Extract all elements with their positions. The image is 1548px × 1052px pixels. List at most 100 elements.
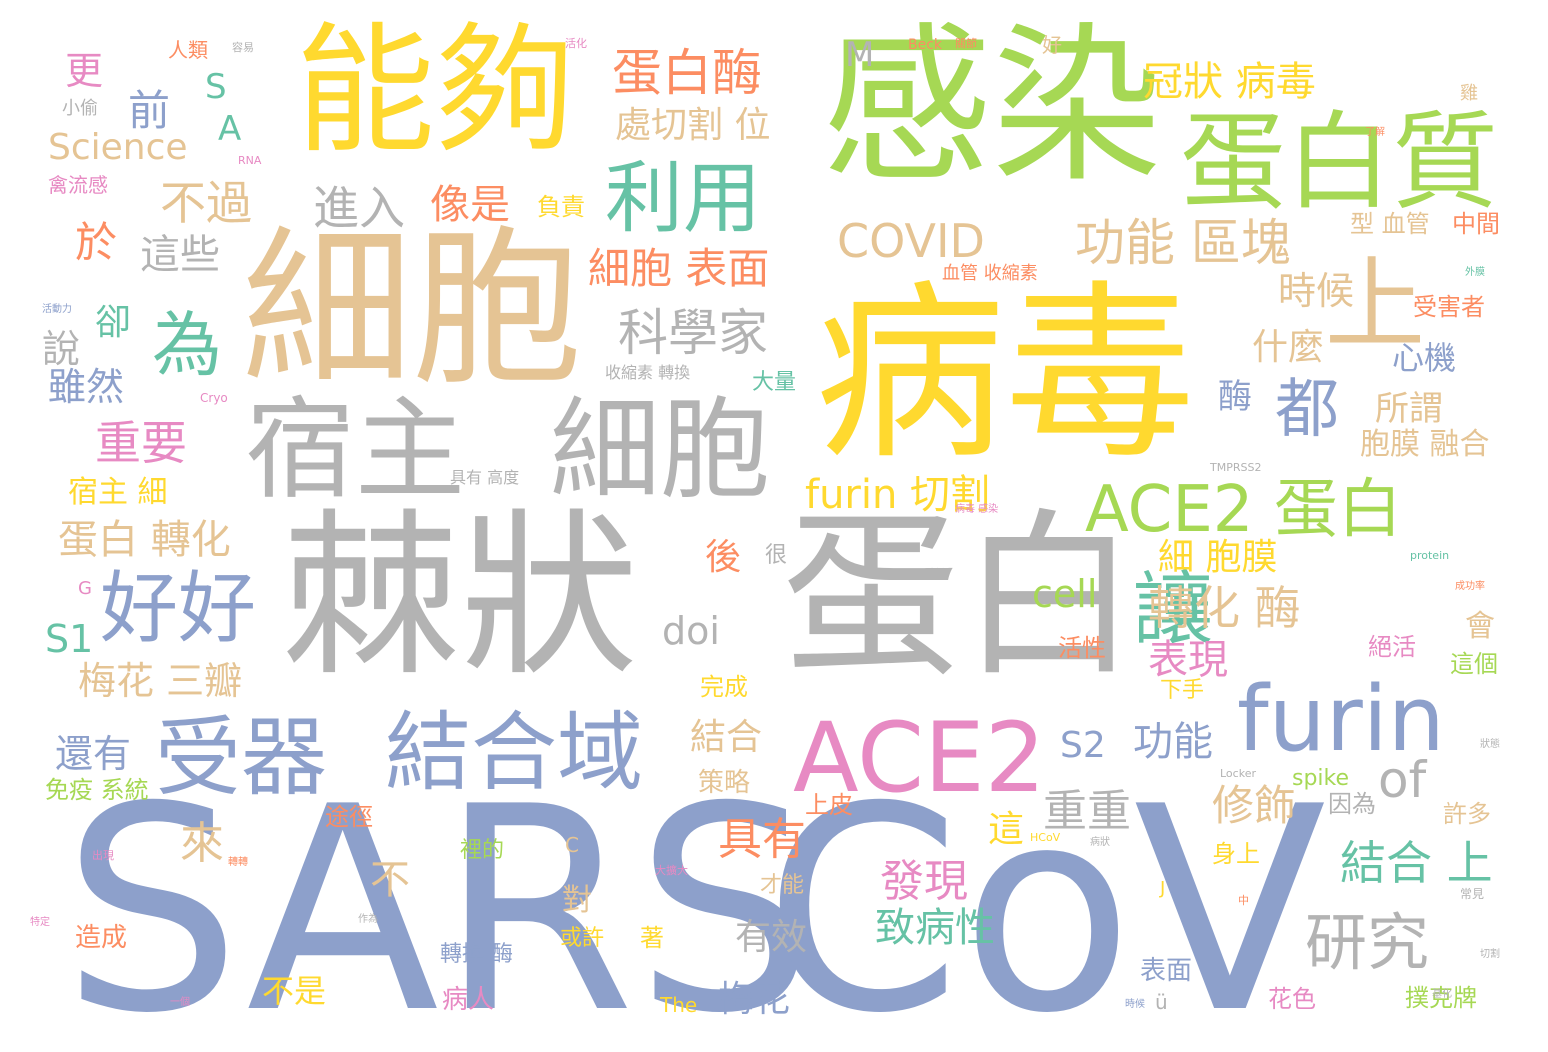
word-such-as: 像是 <box>430 182 510 228</box>
word-human: 人類 <box>168 38 208 62</box>
word-complete: 完成 <box>700 673 748 701</box>
word-zhe: 著 <box>640 924 664 952</box>
word-wei: 為 <box>152 304 222 386</box>
word-covid: COVID <box>837 214 985 268</box>
word-cell-surface: 細胞 表面 <box>588 244 770 293</box>
word-sars: SARS <box>62 746 815 1052</box>
word-rna: RNA <box>238 154 262 167</box>
word-furin-cleave: furin 切割 <box>805 472 991 518</box>
word-tmprss2: TMPRSS2 <box>1210 461 1262 474</box>
word-s2: S2 <box>1060 725 1106 766</box>
word-able: 能夠 <box>295 10 576 173</box>
word-cov: CoV <box>764 746 1327 1052</box>
word-a: A <box>218 109 242 149</box>
word-is-not: 不是 <box>262 972 327 1010</box>
word-doi: doi <box>662 609 720 653</box>
word-binding-domain: 結合域 <box>385 703 643 803</box>
word-spike: 棘狀 <box>282 493 638 700</box>
word-middle: 中間 <box>1452 210 1500 238</box>
word-beck: Beck <box>908 37 943 53</box>
word-combine: 結合 <box>690 717 763 758</box>
word-activity: 活性 <box>1058 634 1106 662</box>
word-locker: Locker <box>1220 767 1256 780</box>
word-infection: 感染 <box>822 8 1163 206</box>
word-one: 一個 <box>170 997 190 1008</box>
word-cryo: Cryo <box>200 391 228 405</box>
word-shang: 上 <box>1325 246 1425 363</box>
word-although: 雖然 <box>48 365 125 409</box>
word-state: 狀態 <box>1480 739 1500 750</box>
word-virus: 病毒 <box>815 264 1196 485</box>
word-easy: 容易 <box>232 41 254 54</box>
word-protein: 蛋白 <box>782 493 1138 700</box>
word-cleave-site: 處切割 位 <box>615 105 771 146</box>
word-enter: 進入 <box>313 181 405 235</box>
word-of: of <box>1378 751 1427 809</box>
word-symptom: 病狀 <box>1090 837 1110 848</box>
word-scheme: 心機 <box>1392 339 1457 377</box>
word-this: 這 <box>988 809 1025 850</box>
word-mobility: 活動力 <box>42 304 72 315</box>
word-perhaps: 或許 <box>560 926 605 951</box>
word-angiotensin-convert: 收縮素 轉換 <box>605 363 691 382</box>
word-middle-zh: 中 <box>1238 894 1249 907</box>
word-base: 基化 <box>1432 989 1452 1000</box>
word-when: 時候 <box>1278 269 1355 313</box>
word-specific: 特定 <box>30 917 50 928</box>
word-converting-enzyme: 轉換 酶 <box>440 942 513 967</box>
word-will: 會 <box>1465 609 1495 644</box>
word-cell-en: cell <box>1032 572 1098 616</box>
word-coronavirus: 冠狀 病毒 <box>1143 59 1316 105</box>
word-as: 作為 <box>358 914 378 925</box>
word-joint: 關節 <box>955 37 977 50</box>
word-have: 具有 <box>718 814 806 865</box>
word-can-only: 才能 <box>760 873 805 898</box>
word-s: S <box>205 67 227 107</box>
word-expand: 大擴大 <box>655 864 688 877</box>
word-the: The <box>660 993 698 1017</box>
word-effective: 有效 <box>735 917 808 958</box>
word-chicken: 雞 <box>1460 83 1478 104</box>
word-plum: 梅花 <box>718 979 791 1020</box>
word-many: 許多 <box>1443 800 1491 828</box>
word-rang: 讓 <box>1133 563 1213 656</box>
word-strategy: 策略 <box>698 768 751 798</box>
word-ace2-protein: ACE2 蛋白 <box>1085 473 1402 547</box>
word-success-rate: 成功率 <box>1455 581 1485 592</box>
word-scientist: 科學家 <box>618 304 768 362</box>
word-cause: 造成 <box>75 923 128 953</box>
word-thief: 小偷 <box>62 98 98 119</box>
word-responsible: 負責 <box>537 193 585 221</box>
word-express: 表現 <box>1148 637 1228 683</box>
word-immune-system: 免疫 系統 <box>45 776 149 804</box>
word-bind-on: 結合 上 <box>1340 836 1493 890</box>
word-after: 後 <box>705 537 742 578</box>
word-plum-three: 梅花 三瓣 <box>78 659 243 703</box>
word-what: 什麼 <box>1252 327 1325 368</box>
word-m: M <box>845 35 875 75</box>
word-on-body: 身上 <box>1212 840 1260 868</box>
word-time: 時候 <box>1125 999 1145 1010</box>
word-so-called: 所謂 <box>1375 389 1443 429</box>
word-specialty: 絕活 <box>1368 633 1416 661</box>
word-host-cell: 宿主 細 <box>68 475 168 510</box>
word-g: G <box>78 578 92 599</box>
word-more: 更 <box>65 49 104 93</box>
word-c: C <box>565 833 579 857</box>
word-cell-membrane: 細 胞膜 <box>1158 537 1278 578</box>
word-poker: 撲克牌 <box>1405 984 1477 1012</box>
word-common: 常見 <box>1460 887 1485 901</box>
word-say: 說 <box>42 327 81 371</box>
word-but: 卻 <box>95 302 132 343</box>
word-these: 這些 <box>140 232 220 278</box>
word-heavy: 重重 <box>1043 786 1131 837</box>
word-patient: 病人 <box>442 985 495 1015</box>
word-very: 很 <box>765 543 788 568</box>
word-before: 前 <box>128 86 171 135</box>
word-dou: 都 <box>1275 373 1339 447</box>
word-angiotensin: 血管 收縮素 <box>942 263 1038 284</box>
word-protein-en: protein <box>1410 549 1450 562</box>
word-cut: 切割 <box>1480 949 1500 960</box>
word-research: 研究 <box>1305 906 1430 979</box>
